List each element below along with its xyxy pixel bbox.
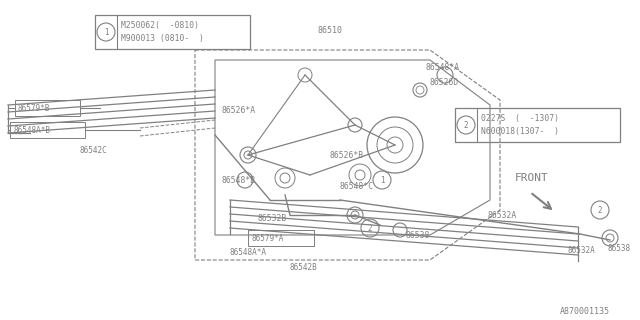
Text: N600018(1307-  ): N600018(1307- ) [481, 126, 559, 135]
Text: 1: 1 [380, 175, 384, 185]
Text: 86526*A: 86526*A [222, 106, 256, 115]
Text: 86532A: 86532A [568, 245, 596, 254]
Text: 2: 2 [368, 223, 372, 233]
Text: 86526*B: 86526*B [330, 150, 364, 159]
Text: 2: 2 [598, 205, 602, 214]
Text: 86548*B: 86548*B [222, 175, 256, 185]
Text: 86526D: 86526D [430, 77, 460, 86]
Text: M900013 (0810-  ): M900013 (0810- ) [121, 34, 204, 43]
Text: 86579*A: 86579*A [251, 234, 284, 243]
Text: FRONT: FRONT [515, 173, 548, 183]
Text: 86532A: 86532A [488, 211, 517, 220]
Bar [455, 108, 620, 142]
Text: 86542C: 86542C [80, 146, 108, 155]
Text: 1: 1 [104, 28, 108, 36]
Text: 86532B: 86532B [258, 213, 287, 222]
Bar [10, 122, 85, 138]
Text: 86579*B: 86579*B [18, 103, 51, 113]
Text: 2: 2 [464, 121, 468, 130]
Text: 86538: 86538 [608, 244, 631, 252]
Text: 86548A*A: 86548A*A [230, 247, 267, 257]
FancyArrowPatch shape [532, 194, 551, 209]
Text: 86548*C: 86548*C [340, 181, 374, 190]
Text: 86548*A: 86548*A [425, 62, 459, 71]
Text: 86510: 86510 [318, 26, 343, 35]
Text: 86538: 86538 [405, 230, 429, 239]
Text: M250062(  -0810): M250062( -0810) [121, 20, 199, 29]
Text: A870001135: A870001135 [560, 308, 610, 316]
Bar [248, 230, 314, 246]
Text: 86542B: 86542B [290, 263, 317, 273]
Text: 0227S  (  -1307): 0227S ( -1307) [481, 114, 559, 123]
Bar [15, 100, 80, 116]
Text: 86548A*B: 86548A*B [13, 125, 50, 134]
Bar [95, 15, 250, 49]
